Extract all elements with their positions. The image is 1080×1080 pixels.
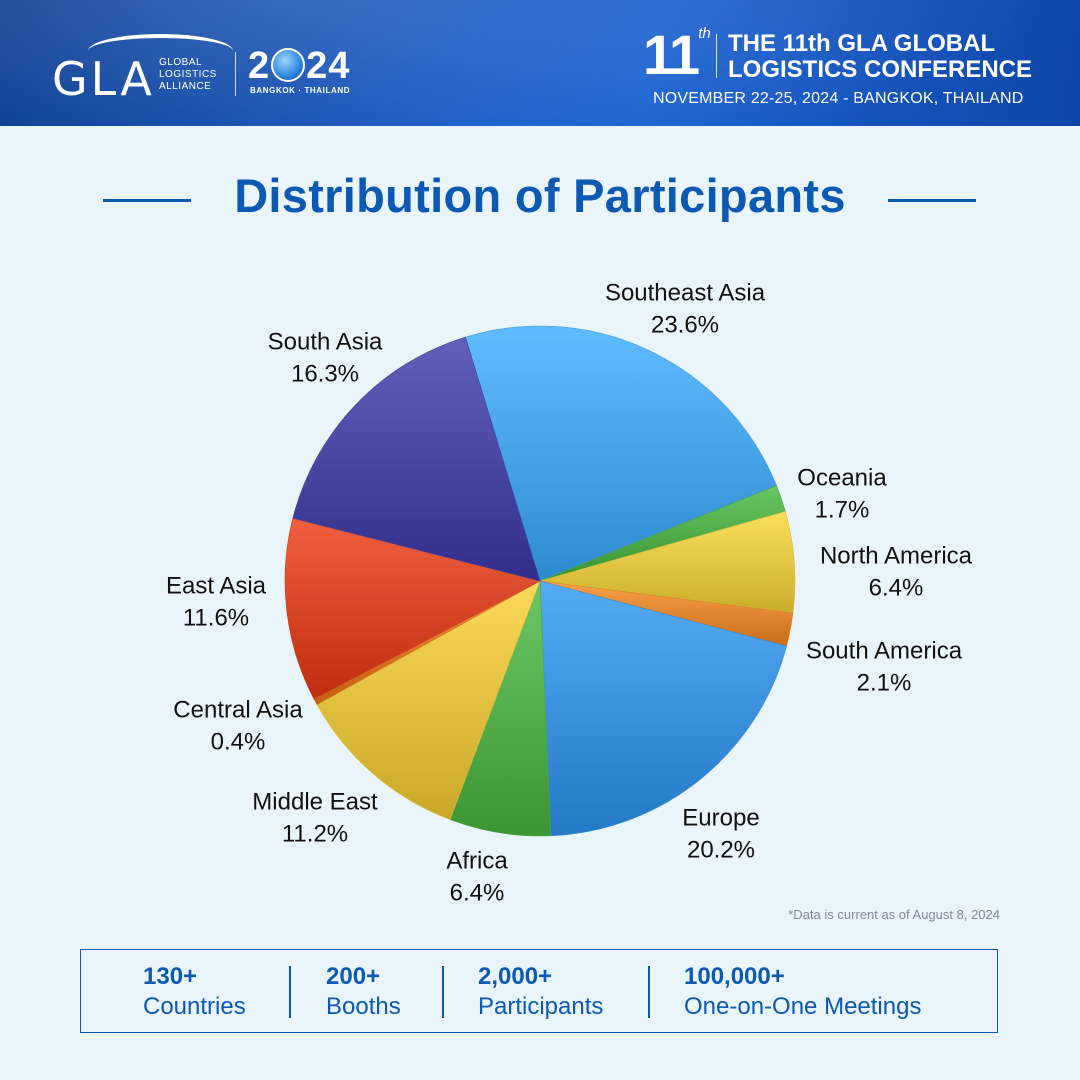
stat-participants: 2,000+ Participants xyxy=(478,962,603,1022)
conference-number: 11th xyxy=(643,22,711,87)
event-year: 2 24 xyxy=(248,45,350,88)
logo-subtitle: GLOBAL LOGISTICS ALLIANCE xyxy=(159,57,217,93)
conf-num-suffix: th xyxy=(698,25,711,42)
pie-slice-south-asia xyxy=(292,336,541,582)
pie-slice-east-asia xyxy=(284,517,541,700)
stat-booths: 200+ Booths xyxy=(326,962,401,1022)
stat-label: One-on-One Meetings xyxy=(684,993,922,1020)
slice-percent-label: 2.1% xyxy=(857,669,912,696)
slice-label: Oceania xyxy=(797,464,887,491)
stat-countries: 130+ Countries xyxy=(143,962,246,1022)
slice-label: Southeast Asia xyxy=(605,279,766,306)
logo-sub-line: GLOBAL xyxy=(159,57,203,68)
stat-value: 100,000+ xyxy=(684,963,785,990)
slice-label: South Asia xyxy=(268,328,383,355)
stat-divider xyxy=(648,966,650,1018)
stat-meetings: 100,000+ One-on-One Meetings xyxy=(684,962,921,1022)
slice-label: Middle East xyxy=(252,788,378,815)
pie-slice-southeast-asia xyxy=(465,325,777,582)
title-container: Distribution of Participants xyxy=(0,168,1080,223)
stat-value: 130+ xyxy=(143,963,198,990)
data-note: *Data is current as of August 8, 2024 xyxy=(788,907,1000,922)
logo-divider xyxy=(235,52,236,96)
stat-label: Participants xyxy=(478,993,604,1020)
slice-label: North America xyxy=(820,542,973,569)
globe-icon xyxy=(271,48,306,82)
slice-label: Africa xyxy=(446,847,508,874)
logo-sub-line: ALLIANCE xyxy=(159,81,212,92)
slice-percent-label: 11.2% xyxy=(282,820,348,847)
logo-swoosh-icon xyxy=(88,34,233,68)
title-rule-left xyxy=(103,199,191,202)
header-banner: GLA GLOBAL LOGISTICS ALLIANCE 2 24 BANGKO… xyxy=(0,0,1080,126)
title-rule-right xyxy=(888,199,976,202)
logo-sub-line: LOGISTICS xyxy=(159,69,217,80)
conference-title: THE 11th GLA GLOBAL LOGISTICS CONFERENCE xyxy=(728,31,1032,83)
pie-slice-middle-east xyxy=(316,580,541,820)
chart-title: Distribution of Participants xyxy=(234,169,846,222)
slice-label: Europe xyxy=(682,804,759,831)
conf-num-text: 11 xyxy=(643,23,700,86)
stat-label: Countries xyxy=(143,993,246,1020)
pie-slice-europe xyxy=(539,580,787,837)
slice-percent-label: 1.7% xyxy=(815,496,870,523)
stat-value: 2,000+ xyxy=(478,963,553,990)
gla-logo: GLA xyxy=(52,52,155,106)
stat-value: 200+ xyxy=(326,963,381,990)
slice-percent-label: 20.2% xyxy=(687,836,755,863)
slice-percent-label: 6.4% xyxy=(450,879,505,906)
event-city: BANGKOK · THAILAND xyxy=(250,86,351,95)
stat-label: Booths xyxy=(326,993,401,1020)
stat-divider xyxy=(442,966,444,1018)
conf-title-line: LOGISTICS CONFERENCE xyxy=(728,56,1033,83)
year-digits: 24 xyxy=(306,45,351,87)
slice-percent-label: 23.6% xyxy=(651,311,719,338)
conference-divider xyxy=(716,34,717,78)
slice-percent-label: 11.6% xyxy=(183,604,249,631)
slice-label: South America xyxy=(806,637,963,664)
slice-label: East Asia xyxy=(166,572,267,599)
slice-label: Central Asia xyxy=(173,696,303,723)
year-digit: 2 xyxy=(248,45,271,87)
conf-title-line: THE 11th GLA GLOBAL xyxy=(728,30,996,57)
stats-panel: 130+ Countries 200+ Booths 2,000+ Partic… xyxy=(80,949,998,1033)
stat-divider xyxy=(289,966,291,1018)
slice-percent-label: 0.4% xyxy=(211,728,266,755)
slice-percent-label: 16.3% xyxy=(291,360,359,387)
conference-date: NOVEMBER 22-25, 2024 - BANGKOK, THAILAND xyxy=(653,90,1024,107)
slice-percent-label: 6.4% xyxy=(869,574,924,601)
